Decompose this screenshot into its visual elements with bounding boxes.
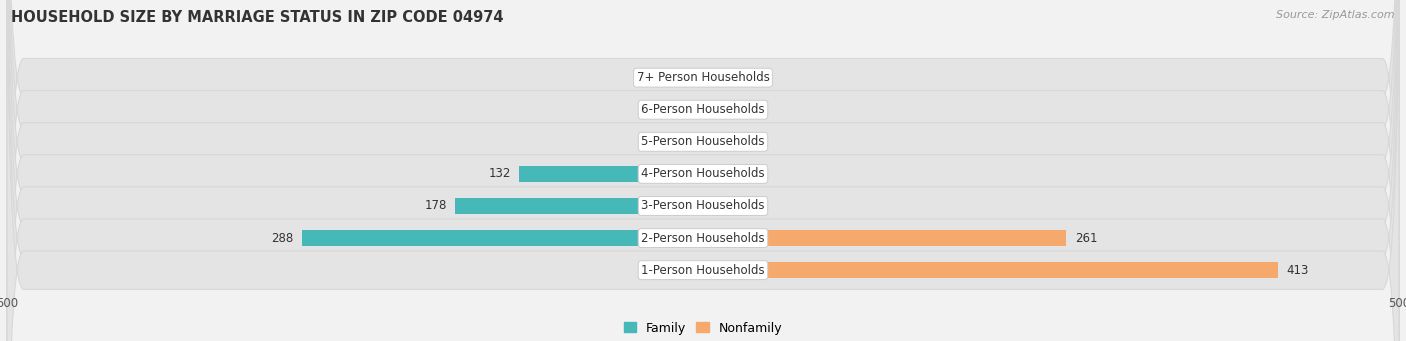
Bar <box>703 134 745 150</box>
Text: 2-Person Households: 2-Person Households <box>641 232 765 244</box>
Bar <box>703 198 745 214</box>
Bar <box>661 262 703 278</box>
Text: 7+ Person Households: 7+ Person Households <box>637 71 769 84</box>
Text: 178: 178 <box>425 199 447 212</box>
Text: 132: 132 <box>488 167 510 180</box>
Bar <box>661 70 703 86</box>
Legend: Family, Nonfamily: Family, Nonfamily <box>619 316 787 340</box>
FancyBboxPatch shape <box>7 0 1399 341</box>
Text: 413: 413 <box>1286 264 1309 277</box>
Text: 0: 0 <box>754 103 761 116</box>
Bar <box>519 166 703 182</box>
FancyBboxPatch shape <box>7 0 1399 341</box>
Text: 261: 261 <box>1074 232 1097 244</box>
Bar <box>675 134 703 150</box>
Text: 0: 0 <box>754 199 761 212</box>
Text: 0: 0 <box>754 167 761 180</box>
Bar <box>661 102 703 118</box>
Bar <box>456 198 703 214</box>
Text: 0: 0 <box>754 71 761 84</box>
Text: HOUSEHOLD SIZE BY MARRIAGE STATUS IN ZIP CODE 04974: HOUSEHOLD SIZE BY MARRIAGE STATUS IN ZIP… <box>11 10 503 25</box>
Text: 6-Person Households: 6-Person Households <box>641 103 765 116</box>
FancyBboxPatch shape <box>7 0 1399 341</box>
Text: 20: 20 <box>652 135 666 148</box>
Text: 0: 0 <box>754 135 761 148</box>
FancyBboxPatch shape <box>7 0 1399 341</box>
Text: Source: ZipAtlas.com: Source: ZipAtlas.com <box>1277 10 1395 20</box>
Bar <box>703 70 745 86</box>
Text: 1-Person Households: 1-Person Households <box>641 264 765 277</box>
Text: 5-Person Households: 5-Person Households <box>641 135 765 148</box>
Bar <box>703 166 745 182</box>
Text: 288: 288 <box>271 232 294 244</box>
Text: 4-Person Households: 4-Person Households <box>641 167 765 180</box>
Text: 3-Person Households: 3-Person Households <box>641 199 765 212</box>
Bar <box>703 262 1278 278</box>
Bar <box>302 230 703 246</box>
Bar <box>703 102 745 118</box>
FancyBboxPatch shape <box>7 0 1399 341</box>
FancyBboxPatch shape <box>7 0 1399 341</box>
Text: 0: 0 <box>645 71 652 84</box>
Bar <box>703 230 1066 246</box>
Text: 0: 0 <box>645 264 652 277</box>
Text: 0: 0 <box>645 103 652 116</box>
FancyBboxPatch shape <box>7 0 1399 341</box>
